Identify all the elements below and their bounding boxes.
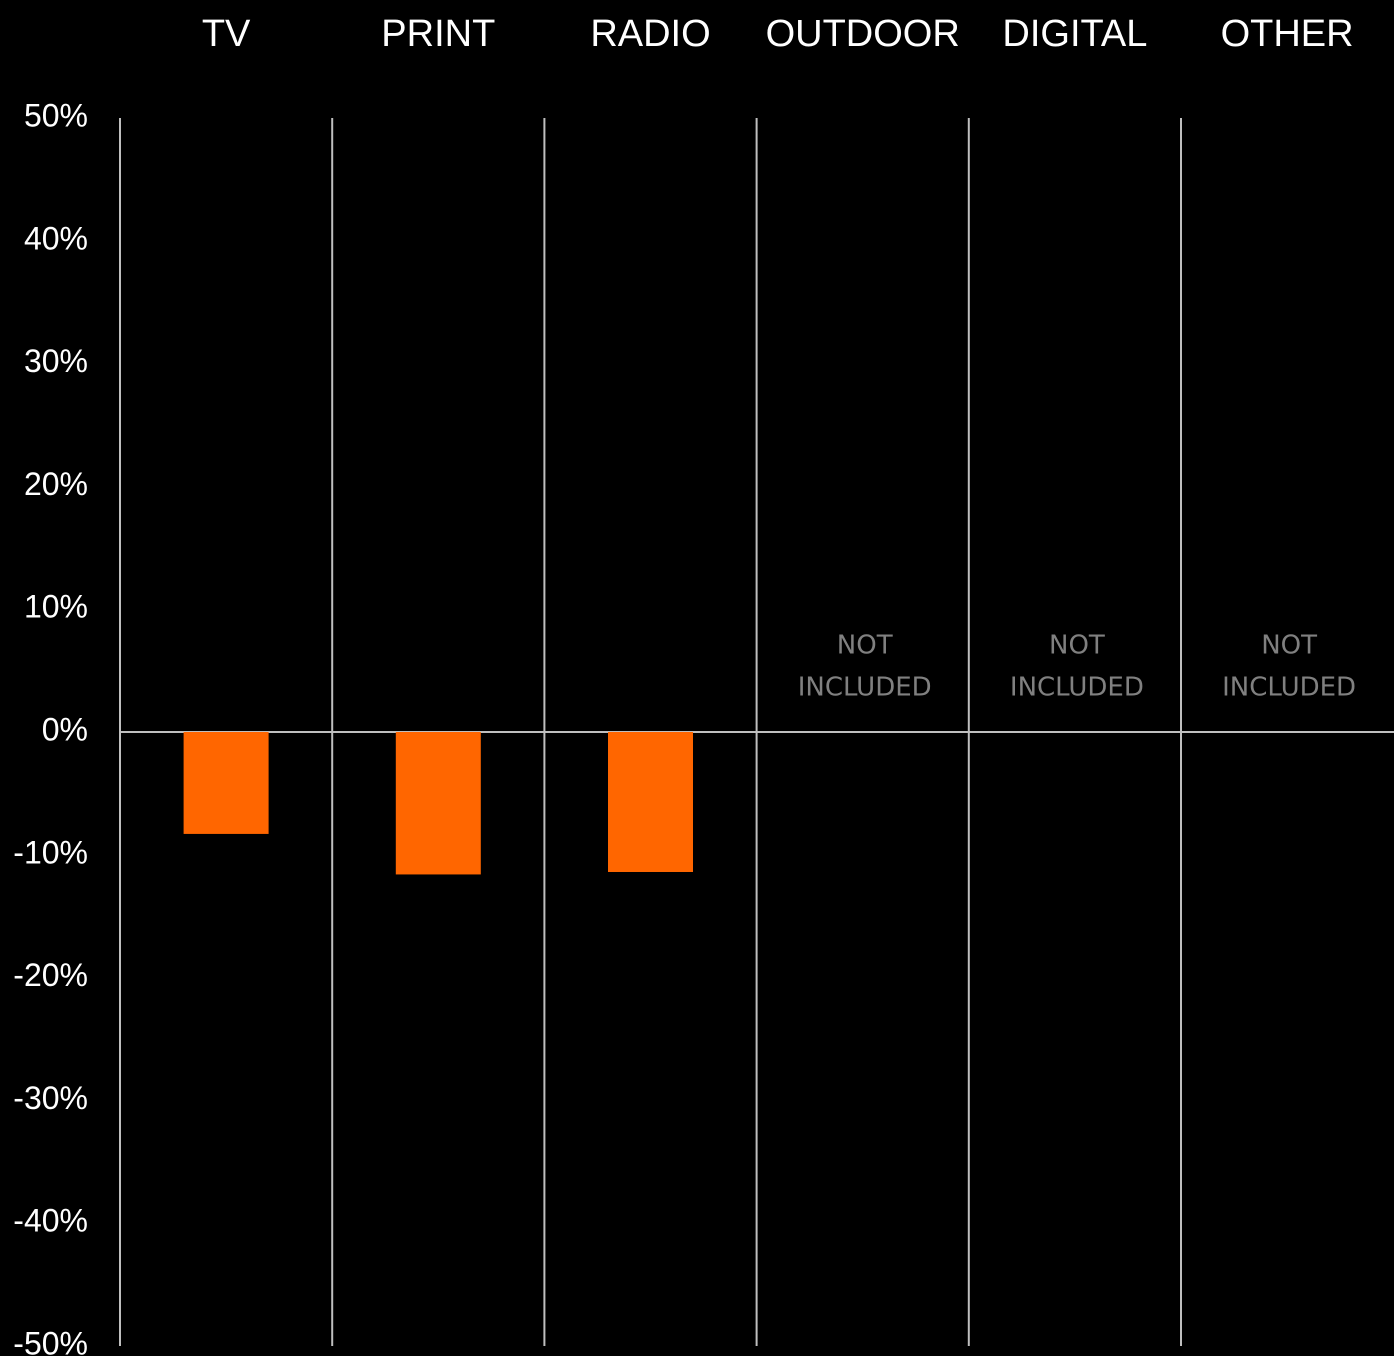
not-included-label: NOT <box>1261 631 1317 661</box>
y-tick-label: -10% <box>13 834 88 870</box>
y-tick-label: 10% <box>24 589 88 625</box>
y-tick-label: 30% <box>24 343 88 379</box>
bar-series <box>183 732 693 875</box>
bar-tv <box>183 732 269 834</box>
bar-radio <box>608 732 693 872</box>
not-included-label: INCLUDED <box>1222 673 1356 703</box>
category-label-radio: RADIO <box>590 13 710 55</box>
not-included-label: NOT <box>837 631 893 661</box>
category-label-tv: TV <box>202 13 251 55</box>
y-tick-label: -30% <box>13 1080 88 1116</box>
y-tick-label: -20% <box>13 957 88 993</box>
y-tick-label: 50% <box>24 97 88 133</box>
not-included-label: INCLUDED <box>798 673 932 703</box>
y-tick-label: 20% <box>24 466 88 502</box>
not-included-label: NOT <box>1049 631 1105 661</box>
not-included-label: INCLUDED <box>1010 673 1144 703</box>
bar-print <box>395 732 481 875</box>
category-label-outdoor: OUTDOOR <box>766 13 960 55</box>
y-tick-label: -40% <box>13 1203 88 1239</box>
y-axis-tick-labels: 50% 40% 30% 20% 10% 0% -10% -20% -30% -40% -50% <box>13 97 88 1356</box>
category-label-digital: DIGITAL <box>1002 13 1147 55</box>
category-label-print: PRINT <box>381 13 495 55</box>
y-tick-label: 40% <box>24 220 88 256</box>
category-label-other: OTHER <box>1221 13 1354 55</box>
category-axis-labels: TV PRINT RADIO OUTDOOR DIGITAL OTHER <box>202 13 1354 55</box>
y-tick-label: 0% <box>42 711 88 747</box>
not-included-annotations: NOT INCLUDED NOT INCLUDED NOT INCLUDED <box>798 631 1356 703</box>
y-tick-label: -50% <box>13 1325 88 1356</box>
